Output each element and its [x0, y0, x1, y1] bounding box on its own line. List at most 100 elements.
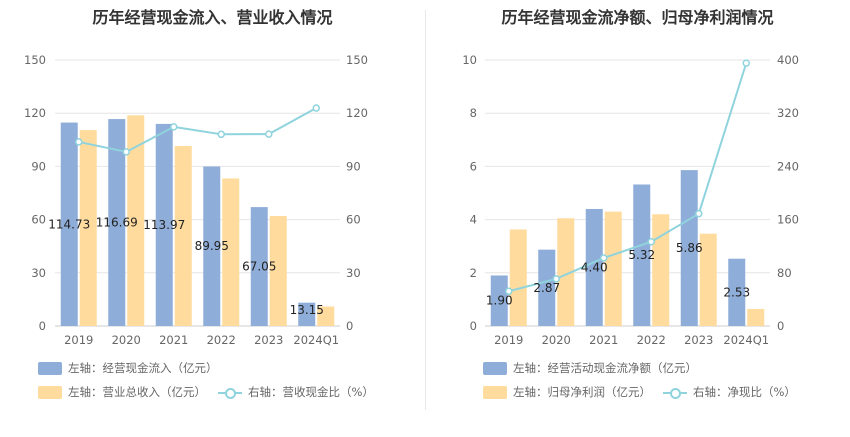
bar-secondary	[509, 229, 527, 326]
legend-label: 左轴：经营活动现金流净额（亿元）	[513, 361, 697, 375]
data-label: 116.69	[96, 216, 138, 230]
right-axis-tick: 60	[346, 213, 361, 227]
right-axis-tick: 320	[777, 106, 799, 120]
right-axis-tick: 0	[346, 319, 353, 333]
chart-svg-net-cash: 0 0 2 80 4 160 6 240 8 320 10 400 2019 2020 2021 2022 20…	[462, 53, 799, 347]
left-axis-tick: 150	[24, 53, 46, 67]
x-axis-tick: 2019	[64, 333, 93, 347]
bar-secondary	[604, 211, 622, 326]
bar-secondary	[652, 214, 670, 326]
ratio-line	[78, 107, 317, 153]
legend-swatch-orange	[483, 385, 507, 399]
left-axis-tick: 4	[470, 213, 477, 227]
bar-secondary	[747, 308, 765, 326]
x-axis-tick: 2022	[637, 333, 666, 347]
left-axis-tick: 120	[24, 106, 46, 120]
left-axis-tick: 30	[31, 266, 46, 280]
x-axis-tick: 2020	[542, 333, 571, 347]
ratio-point	[505, 287, 513, 295]
legend-label: 左轴：经营现金流入（亿元）	[68, 361, 218, 375]
bar-secondary	[557, 218, 575, 326]
right-axis-tick: 160	[777, 213, 799, 227]
legend-row-2: 左轴：归母净利润（亿元） 右轴：净现比（%）	[483, 384, 796, 400]
bar-primary	[633, 184, 651, 326]
bar-primary	[538, 249, 556, 326]
legend-swatch-blue	[38, 361, 62, 375]
ratio-point	[170, 123, 178, 131]
ratio-point	[647, 237, 655, 246]
right-axis-tick: 80	[777, 266, 792, 280]
bar-primary	[203, 166, 221, 326]
data-label: 114.73	[48, 217, 90, 231]
ratio-point	[600, 254, 608, 262]
x-axis-tick: 2022	[207, 333, 236, 347]
legend-label: 右轴：净现比（%）	[693, 385, 796, 399]
bar-primary	[490, 275, 508, 326]
chart-svg-cash-inflow: 0 0 30 30 60 60 90 90 120 120 150 150 2019 2020 2021 20…	[24, 53, 368, 347]
bar-secondary	[174, 146, 192, 326]
legend-label: 右轴：营收现金比（%）	[248, 385, 374, 399]
bar-primary	[680, 170, 698, 326]
x-axis-tick: 2023	[254, 333, 283, 347]
right-axis-tick: 120	[346, 106, 368, 120]
bar-secondary	[269, 216, 287, 326]
right-axis-tick: 0	[777, 319, 784, 333]
x-axis-tick: 2024Q1	[723, 333, 769, 347]
right-axis-tick: 90	[346, 159, 361, 173]
bar-primary	[298, 302, 316, 326]
chart-title: 历年经营现金流入、营业收入情况	[92, 8, 333, 27]
data-label: 1.90	[486, 294, 513, 308]
data-label: 2.87	[533, 281, 560, 295]
data-label: 67.05	[242, 260, 276, 274]
data-label: 13.15	[290, 303, 324, 317]
right-axis-tick: 400	[777, 53, 799, 67]
x-axis-tick: 2021	[589, 333, 618, 347]
ratio-point	[312, 104, 320, 112]
right-axis-tick: 150	[346, 53, 368, 67]
legend-row-1: 左轴：经营活动现金流净额（亿元）	[483, 360, 697, 376]
left-axis-tick: 0	[470, 319, 477, 333]
right-axis-tick: 30	[346, 266, 361, 280]
bar-secondary	[127, 115, 145, 326]
x-axis-tick: 2019	[494, 333, 523, 347]
legend-label: 左轴：营业总收入（亿元）	[68, 385, 206, 399]
left-axis-tick: 0	[39, 319, 46, 333]
data-label: 89.95	[195, 239, 229, 253]
legend-row-2: 左轴：营业总收入（亿元） 右轴：营收现金比（%）	[38, 384, 374, 400]
data-label: 113.97	[143, 218, 185, 232]
data-label: 2.53	[723, 285, 750, 299]
legend-swatch-blue	[483, 361, 507, 375]
bar-primary	[108, 119, 126, 326]
ratio-point	[217, 130, 225, 139]
ratio-point	[75, 138, 83, 146]
bar-secondary	[222, 178, 240, 326]
left-axis-tick: 2	[470, 266, 477, 280]
bar-primary	[250, 207, 268, 326]
ratio-point	[122, 148, 130, 156]
x-axis-tick: 2021	[159, 333, 188, 347]
right-axis-tick: 240	[777, 159, 799, 173]
chart-panel-cash-inflow: 历年经营现金流入、营业收入情况 0 0 30 30 60 60 90 90 120 120 150 1…	[24, 8, 374, 400]
legend-line-icon	[218, 386, 242, 399]
left-axis-tick: 60	[31, 213, 46, 227]
left-axis-tick: 10	[462, 53, 477, 67]
legend-line-icon	[663, 386, 687, 399]
bar-secondary	[317, 306, 335, 326]
bar-primary	[728, 258, 746, 326]
panel-divider	[425, 10, 426, 410]
chart-panel-net-cash: 历年经营现金流净额、归母净利润情况 0 0 2 80 4 160 6 240 8 320 10 400…	[425, 0, 850, 437]
ratio-point	[742, 59, 750, 67]
x-axis-tick: 2024Q1	[293, 333, 339, 347]
bar-primary	[155, 123, 173, 327]
bar-secondary	[699, 233, 717, 326]
ratio-line	[508, 62, 748, 293]
bar-primary	[585, 208, 603, 326]
bar-secondary	[79, 130, 97, 326]
left-axis-tick: 6	[470, 159, 477, 173]
chart-title: 历年经营现金流净额、归母净利润情况	[501, 8, 774, 27]
ratio-point	[265, 130, 273, 138]
legend-label: 左轴：归母净利润（亿元）	[513, 385, 651, 399]
legend-swatch-orange	[38, 385, 62, 399]
ratio-point	[695, 209, 703, 218]
